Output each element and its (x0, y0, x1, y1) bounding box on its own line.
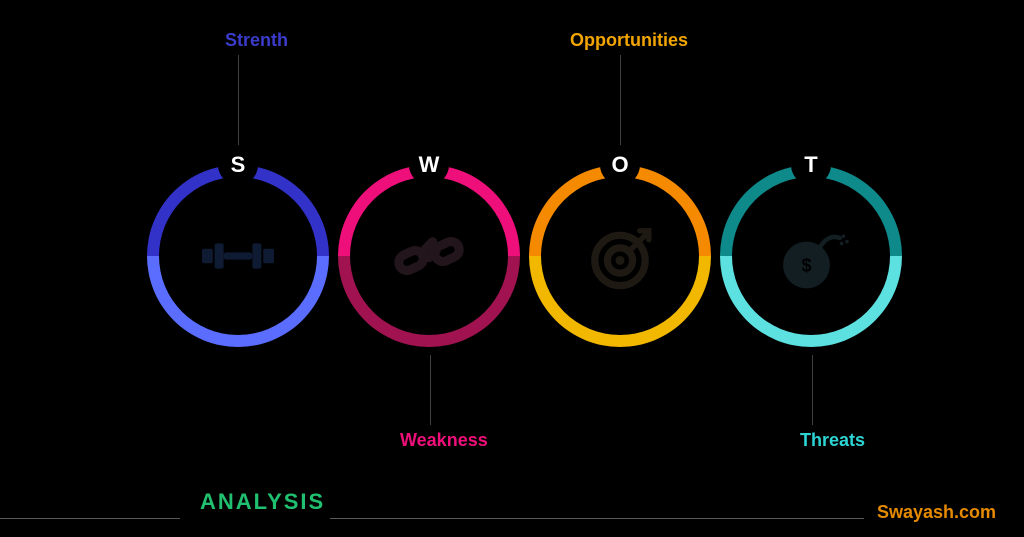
swot-ring-o: O (529, 165, 711, 347)
swot-ring-s: S (147, 165, 329, 347)
connector-weakness (430, 355, 431, 425)
ring-letter-w: W (409, 145, 449, 185)
watermark-text: Swayash.com (877, 502, 996, 523)
ring-letter-t: T (791, 145, 831, 185)
ring-outline (338, 165, 520, 347)
swot-ring-t: $ T (720, 165, 902, 347)
footer-rule-left (0, 518, 180, 519)
ring-outline (147, 165, 329, 347)
label-threats: Threats (800, 430, 865, 451)
ring-inner (350, 177, 508, 335)
connector-opportunities (620, 55, 621, 155)
ring-inner: $ (732, 177, 890, 335)
ring-outline (529, 165, 711, 347)
ring-letter-s: S (218, 145, 258, 185)
svg-text:$: $ (801, 255, 811, 275)
connector-threats (812, 355, 813, 425)
ring-outline: $ (720, 165, 902, 347)
target-icon (575, 211, 665, 301)
broken-chain-icon (384, 211, 474, 301)
label-opportunities: Opportunities (570, 30, 688, 51)
footer-rule-right (330, 518, 864, 519)
bomb-icon: $ (766, 211, 856, 301)
ring-letter-o: O (600, 145, 640, 185)
dumbbell-icon (193, 211, 283, 301)
ring-inner (541, 177, 699, 335)
label-strength: Strenth (225, 30, 288, 51)
connector-strength (238, 55, 239, 155)
footer-analysis-text: ANALYSIS (200, 489, 325, 515)
ring-inner (159, 177, 317, 335)
swot-ring-w: W (338, 165, 520, 347)
label-weakness: Weakness (400, 430, 488, 451)
